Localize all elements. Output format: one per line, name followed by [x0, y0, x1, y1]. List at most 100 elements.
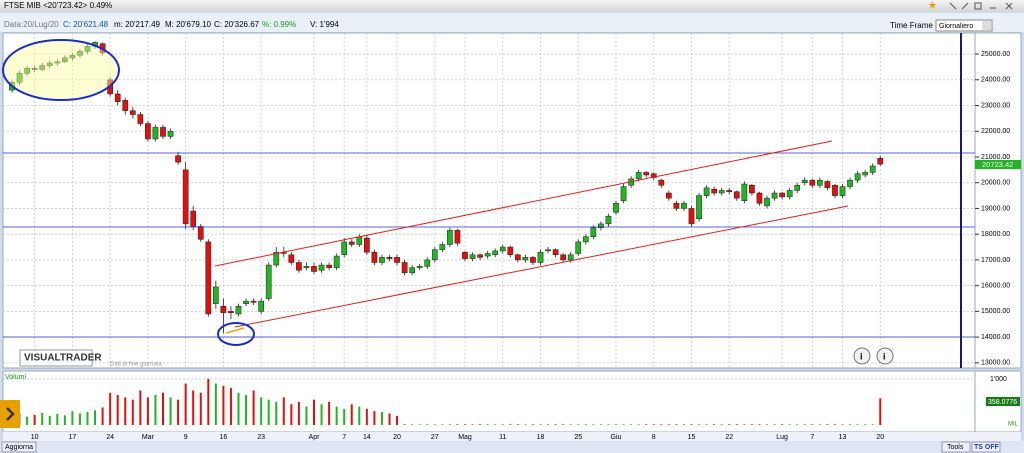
volume-bar: [569, 424, 572, 425]
volume-bar: [811, 424, 814, 425]
volume-bar: [516, 424, 519, 425]
time-frame-value: Giornaliero: [939, 23, 973, 30]
candle-body: [854, 173, 861, 181]
volume-bar: [33, 414, 36, 425]
volume-bar: [418, 424, 421, 425]
volume-bar: [562, 424, 565, 425]
candle-body: [718, 190, 725, 194]
volume-bar: [743, 424, 746, 425]
volume-bar: [675, 424, 678, 425]
volume-bar: [343, 408, 346, 425]
y-tick-label: 24000.00: [981, 77, 1010, 84]
info-bar: [0, 13, 1024, 32]
volume-label: Volumi: [5, 374, 26, 381]
volume-bar: [124, 397, 127, 425]
volume-bar: [139, 390, 142, 425]
volume-bar: [275, 401, 278, 425]
candle-body: [786, 190, 793, 198]
volume-bar: [531, 424, 534, 425]
candle-body: [190, 210, 197, 227]
candle-body: [447, 230, 453, 245]
candle-body: [484, 253, 491, 257]
x-tick-label: 25: [574, 434, 582, 441]
volume-bar: [637, 424, 640, 425]
candle-body: [129, 110, 136, 115]
x-tick-label: Apr: [309, 434, 321, 441]
star-icon[interactable]: ★: [928, 1, 937, 12]
candle-body: [296, 262, 302, 271]
volume-bar: [207, 378, 210, 425]
volume-bar: [864, 424, 867, 425]
y-tick-label: 13000.00: [981, 360, 1010, 367]
candle-body: [666, 192, 672, 199]
volume-bar: [101, 407, 104, 425]
volume-bar: [380, 412, 383, 425]
volume-bar: [773, 424, 776, 425]
candle-body: [696, 195, 702, 219]
side-button[interactable]: [0, 400, 20, 428]
volume-bar: [396, 415, 399, 425]
info-button[interactable]: [876, 347, 894, 365]
y-tick-label: 25000.00: [981, 51, 1010, 58]
candle-body: [703, 187, 710, 196]
ts-button[interactable]: [971, 441, 1001, 453]
x-tick-label: 8: [652, 434, 656, 441]
candle-body: [832, 185, 838, 196]
volume-bar: [698, 424, 701, 425]
volume-bar: [131, 399, 134, 425]
volume-bar: [879, 398, 882, 425]
volume-bar: [539, 424, 542, 425]
drawings: [2, 33, 975, 368]
last-price-box: [975, 160, 1021, 169]
volume-bar: [622, 424, 625, 425]
volume-bar: [282, 397, 285, 425]
tools-label: Tools: [947, 444, 964, 451]
time-frame-select[interactable]: [935, 19, 993, 32]
candle-body: [522, 257, 529, 261]
candle-body: [409, 267, 415, 274]
candle-body: [537, 251, 544, 263]
candle-body: [220, 305, 227, 313]
bottom-bar: [0, 441, 1024, 453]
candle-body: [575, 241, 582, 254]
candle-body: [545, 249, 551, 252]
candle-body: [288, 254, 295, 263]
candle-body: [46, 62, 53, 66]
candle-body: [69, 55, 76, 59]
candle-body: [552, 249, 559, 256]
tools-button[interactable]: [941, 441, 971, 453]
candle-body: [137, 114, 144, 124]
volume-bar: [433, 424, 436, 425]
window-icons[interactable]: [949, 2, 1013, 10]
x-tick-label: 23: [257, 434, 265, 441]
info-prev: C: 20'326.67: [214, 20, 260, 29]
select-arrow[interactable]: [982, 21, 991, 30]
volume-bar: [599, 424, 602, 425]
refresh-button[interactable]: [1, 441, 37, 453]
volume-bar: [94, 410, 97, 425]
candle-body: [39, 65, 46, 70]
volume-bar: [856, 424, 859, 425]
candle-body: [477, 254, 483, 258]
volume-bar: [630, 424, 633, 425]
candle-body: [733, 191, 740, 199]
volume-bar: [818, 424, 821, 425]
volume-bar: [471, 424, 474, 425]
volume-bar: [162, 392, 164, 425]
candle-body: [530, 257, 536, 263]
volume-bar: [41, 413, 44, 425]
x-tick-label: 22: [725, 434, 733, 441]
volume-bar: [78, 413, 81, 425]
volume-bar: [720, 424, 723, 425]
info-button[interactable]: [853, 347, 871, 365]
info-close: C: 20'621.48: [63, 20, 109, 29]
x-tick-label: 17: [69, 434, 77, 441]
logo-note: Dati di fine giornata: [110, 362, 162, 368]
volume-bar: [841, 424, 844, 425]
candle-body: [598, 223, 604, 228]
x-tick-label: 20: [876, 434, 884, 441]
candle-body: [817, 179, 823, 186]
volume-bar: [297, 401, 300, 425]
candle-body: [431, 249, 438, 261]
candle-body: [869, 165, 876, 173]
